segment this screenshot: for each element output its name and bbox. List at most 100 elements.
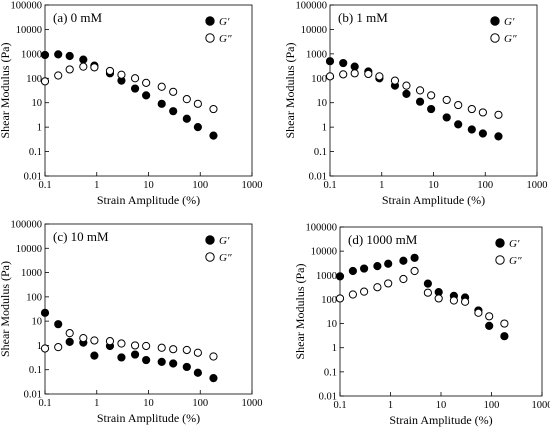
data-point-g-double-prime [105,66,115,76]
data-point-g-double-prime [209,352,218,361]
data-point-g-double-prime [65,329,74,338]
data-point-g-double-prime [494,110,503,119]
data-point-g-prime [182,114,191,123]
data-point-g-double-prime [54,343,63,352]
data-point-g-double-prime [339,70,348,79]
data-point-g-double-prime [90,336,99,345]
y-tick-label: 0.01 [319,392,337,403]
legend-label: G″ [509,255,522,267]
data-point-g-prime [142,91,151,100]
legend-marker-g-double-prime [490,33,500,43]
y-tick-label: 0.1 [29,147,42,158]
legend-label: G′ [219,235,230,247]
data-point-g-double-prime [384,279,393,288]
data-point-g-prime [350,62,359,71]
data-point-g-double-prime [485,312,494,321]
y-tick-label: 10000 [16,25,42,36]
data-point-g-double-prime [182,345,191,355]
y-tick-label: 100 [26,74,42,85]
data-point-g-prime [182,362,191,372]
data-point-g-prime [335,272,345,281]
x-tick-label: 10 [428,180,439,191]
y-axis-title: Shear Modulus (Pa) [283,43,297,139]
data-point-g-prime [359,264,369,273]
y-tick-label: 100000 [11,1,43,12]
legend-marker-g-prime [205,235,215,245]
data-point-g-prime [478,129,487,138]
x-axis-title: Strain Amplitude (%) [97,193,200,207]
y-tick-label: 10 [327,319,338,330]
data-point-g-prime [485,321,494,331]
data-point-g-prime [325,57,335,66]
data-point-g-double-prime [500,319,509,328]
x-tick-label: 10 [436,400,447,411]
x-tick-label: 10 [143,398,154,409]
x-tick-label: 1000 [532,400,550,411]
x-axis-title: Strain Amplitude (%) [389,413,492,427]
x-tick-label: 1000 [527,180,548,191]
data-point-g-prime [467,125,476,134]
y-tick-label: 100 [26,292,42,303]
data-point-g-double-prime [478,108,487,117]
data-point-g-double-prime [90,63,99,72]
data-point-g-prime [423,279,432,288]
data-point-g-prime [130,350,140,359]
x-tick-label: 0.1 [323,180,336,191]
y-axis-title: Shear Modulus (Pa) [0,261,12,357]
data-point-g-prime [410,253,419,262]
data-point-g-double-prime [142,341,151,351]
y-tick-label: 0.01 [309,172,327,183]
data-point-g-double-prime [193,348,202,357]
legend-marker-g-prime [490,16,500,26]
data-point-g-prime [454,120,463,129]
data-point-g-double-prime [335,294,345,303]
x-axis-title: Strain Amplitude (%) [382,193,485,207]
data-point-g-double-prime [442,95,451,105]
plot-frame [329,4,538,177]
x-tick-label: 100 [192,398,208,409]
x-tick-label: 1 [379,180,384,191]
data-point-g-double-prime [54,71,63,80]
legend-marker-g-double-prime [495,255,505,265]
data-point-g-double-prime [65,65,74,74]
data-point-g-prime [399,256,408,265]
data-point-g-double-prime [434,294,443,303]
data-point-g-prime [494,132,503,141]
data-point-g-prime [40,50,50,60]
y-tick-label: 0.1 [314,147,327,158]
y-axis-title: Shear Modulus (Pa) [0,43,12,139]
data-point-g-double-prime [449,296,458,305]
y-tick-label: 10000 [311,247,337,258]
x-tick-label: 100 [192,180,208,191]
plot-frame [44,4,253,177]
y-tick-label: 10 [317,98,328,109]
legend-marker-g-prime [495,238,505,248]
data-point-g-double-prime [410,266,419,276]
chart-panel-2: 0.1 1 10 100 10000.010.111010010001000010000… [283,1,548,208]
legend-marker-g-double-prime [205,252,215,262]
data-point-g-prime [65,337,74,346]
data-point-g-double-prime [427,91,436,100]
x-tick-label: 100 [484,400,500,411]
x-tick-label: 1 [388,400,393,411]
y-tick-label: 1 [37,341,42,352]
y-tick-label: 1 [37,123,42,134]
x-axis-title: Strain Amplitude (%) [97,411,200,425]
data-point-g-double-prime [117,70,126,79]
data-point-g-double-prime [169,345,178,354]
y-tick-label: 10000 [16,244,42,255]
data-point-g-prime [500,332,509,341]
y-tick-label: 1000 [21,268,42,279]
legend-label: G″ [219,252,232,264]
data-point-g-prime [169,107,178,116]
x-tick-label: 0.1 [38,180,51,191]
data-point-g-double-prime [169,87,178,96]
data-point-g-prime [157,357,166,366]
data-point-g-double-prime [373,283,382,292]
x-tick-label: 1000 [242,398,263,409]
y-tick-label: 10000 [301,25,327,36]
data-point-g-prime [157,99,166,108]
data-point-g-double-prime [40,344,50,353]
data-point-g-prime [209,374,218,383]
